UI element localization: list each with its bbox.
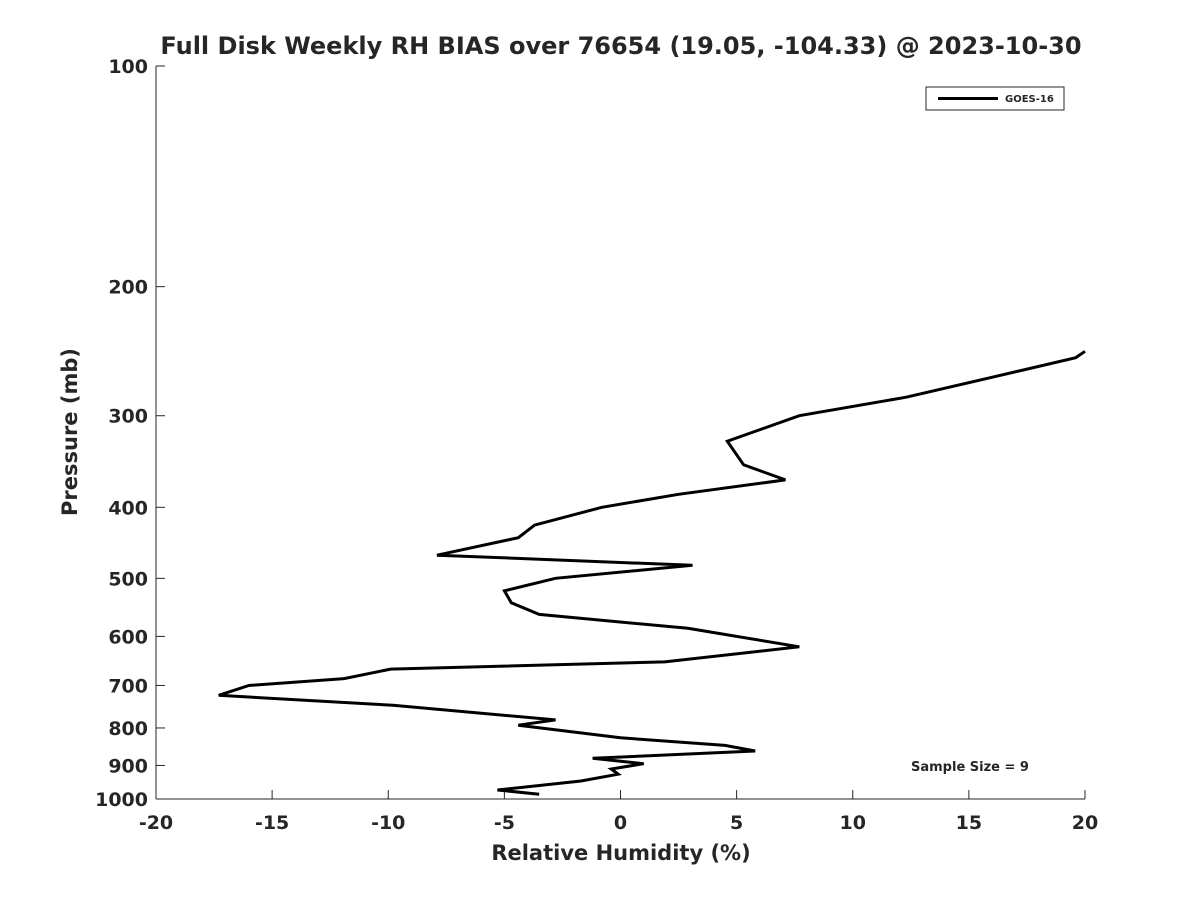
x-axis-label: Relative Humidity (%) <box>491 841 750 865</box>
x-tick-label: 20 <box>1072 812 1098 834</box>
sample-size-annotation: Sample Size = 9 <box>911 760 1029 775</box>
y-tick-label: 1000 <box>95 789 148 811</box>
legend: GOES-16 <box>925 86 1065 111</box>
y-tick-label: 800 <box>108 718 148 740</box>
y-tick-label: 300 <box>108 406 148 428</box>
x-tick-label: -5 <box>494 812 515 834</box>
y-tick-label: 600 <box>108 626 148 648</box>
x-tick-label: 10 <box>840 812 866 834</box>
y-tick-label: 200 <box>108 277 148 299</box>
x-tick-label: -15 <box>255 812 289 834</box>
y-tick-label: 900 <box>108 755 148 777</box>
y-tick-label: 700 <box>108 675 148 697</box>
y-axis-label: Pressure (mb) <box>58 348 82 516</box>
series-line-goes-16 <box>218 350 1086 796</box>
series-layer <box>218 350 1086 796</box>
x-tick-label: 5 <box>730 812 743 834</box>
x-tick-label: 0 <box>614 812 627 834</box>
chart-title: Full Disk Weekly RH BIAS over 76654 (19.… <box>160 32 1081 60</box>
x-tick-label: -10 <box>371 812 405 834</box>
ticks: -20 -15 -10 -5 0 5 10 15 20 100 200 300 400 500 600 700… <box>95 56 1098 834</box>
x-tick-label: -20 <box>139 812 173 834</box>
y-tick-label: 500 <box>108 568 148 590</box>
x-tick-label: 15 <box>956 812 982 834</box>
y-tick-label: 400 <box>108 497 148 519</box>
y-tick-label: 100 <box>108 56 148 78</box>
legend-label-goes-16: GOES-16 <box>1005 94 1054 105</box>
